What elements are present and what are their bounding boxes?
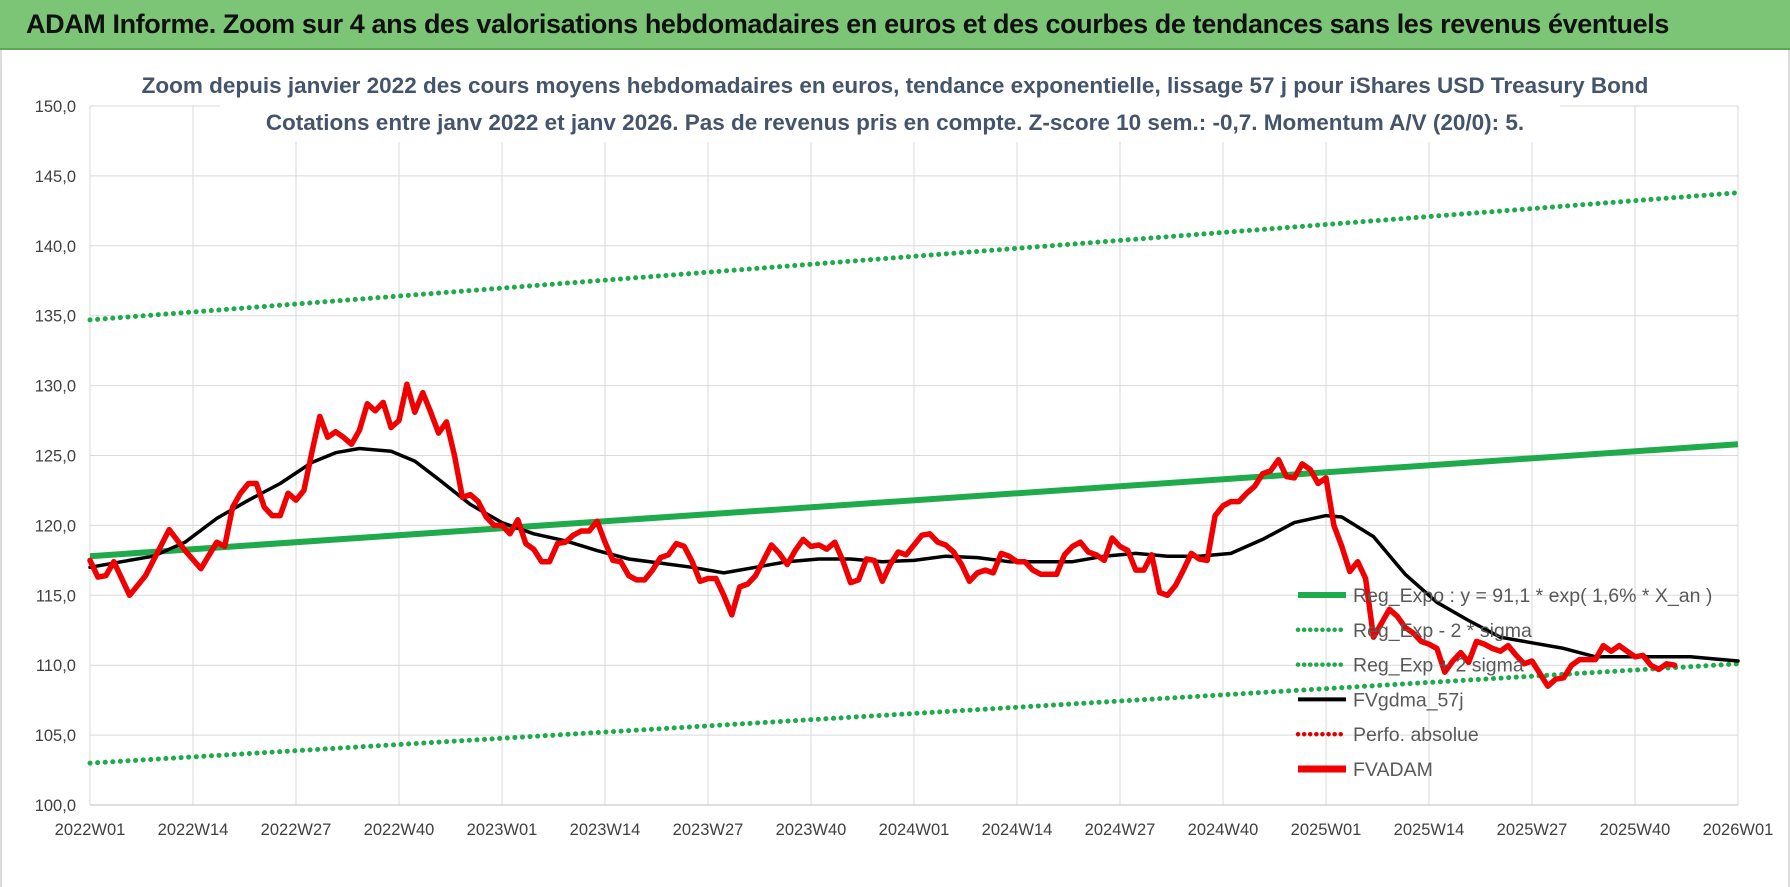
series-lower (87, 661, 1741, 766)
legend-label-trend: Reg_Expo : y = 91,1 * exp( 1,6% * X_an ) (1353, 585, 1712, 607)
chart-series (87, 190, 1741, 766)
y-tick-label: 150,0 (35, 98, 76, 116)
y-tick-label: 130,0 (35, 378, 76, 396)
x-tick-label: 2022W40 (364, 821, 435, 839)
x-tick-label: 2025W14 (1394, 821, 1465, 839)
y-tick-label: 125,0 (35, 448, 76, 466)
series-upper (87, 190, 1741, 323)
x-tick-label: 2022W27 (261, 821, 332, 839)
series-smooth (88, 446, 1740, 663)
x-tick-label: 2025W01 (1291, 821, 1362, 839)
x-tick-label: 2022W01 (55, 821, 126, 839)
x-axis-ticks: 2022W01 2022W14 2022W27 2022W40 2023W01 2023W… (55, 821, 1774, 839)
x-tick-label: 2023W40 (776, 821, 847, 839)
legend-label-upper: Reg_Exp + 2 sigma (1353, 655, 1524, 677)
y-tick-label: 145,0 (35, 168, 76, 186)
chart-legend: Reg_Expo : y = 91,1 * exp( 1,6% * X_an )… (1295, 585, 1712, 781)
x-tick-label: 2026W01 (1703, 821, 1774, 839)
report-banner: ADAM Informe. Zoom sur 4 ans des valoris… (0, 0, 1790, 50)
x-tick-label: 2023W27 (673, 821, 744, 839)
title-background (220, 66, 1560, 142)
x-tick-label: 2023W14 (570, 821, 641, 839)
x-tick-label: 2024W27 (1085, 821, 1156, 839)
y-tick-label: 105,0 (35, 727, 76, 745)
y-tick-label: 110,0 (36, 657, 76, 675)
y-tick-label: 135,0 (35, 308, 76, 326)
x-tick-label: 2022W14 (158, 821, 229, 839)
series-price (87, 381, 1678, 689)
legend-label-lower: Reg_Exp - 2 * sigma (1353, 620, 1532, 642)
x-tick-label: 2025W40 (1600, 821, 1671, 839)
x-tick-label: 2023W01 (467, 821, 538, 839)
legend-label-price: FVADAM (1353, 759, 1433, 781)
y-tick-label: 140,0 (35, 238, 76, 256)
y-axis-ticks: 100,0 105,0 110,0 115,0 120,0 125,0 130,0 135,0… (35, 98, 76, 815)
chart-frame (0, 50, 1790, 887)
x-tick-label: 2025W27 (1497, 821, 1568, 839)
x-tick-label: 2024W01 (879, 821, 950, 839)
chart-title: Zoom depuis janvier 2022 des cours moyen… (142, 73, 1649, 98)
report-title: ADAM Informe. Zoom sur 4 ans des valoris… (26, 9, 1669, 39)
y-tick-label: 120,0 (35, 517, 76, 535)
x-tick-label: 2024W40 (1188, 821, 1259, 839)
y-tick-label: 115,0 (36, 587, 76, 605)
y-tick-label: 100,0 (35, 797, 76, 815)
legend-label-smooth: FVgdma_57j (1353, 689, 1464, 711)
x-tick-label: 2024W14 (982, 821, 1053, 839)
series-trend (89, 441, 1739, 560)
legend-label-perfo: Perfo. absolue (1353, 724, 1479, 746)
chart-subtitle: Cotations entre janv 2022 et janv 2026. … (266, 110, 1524, 135)
